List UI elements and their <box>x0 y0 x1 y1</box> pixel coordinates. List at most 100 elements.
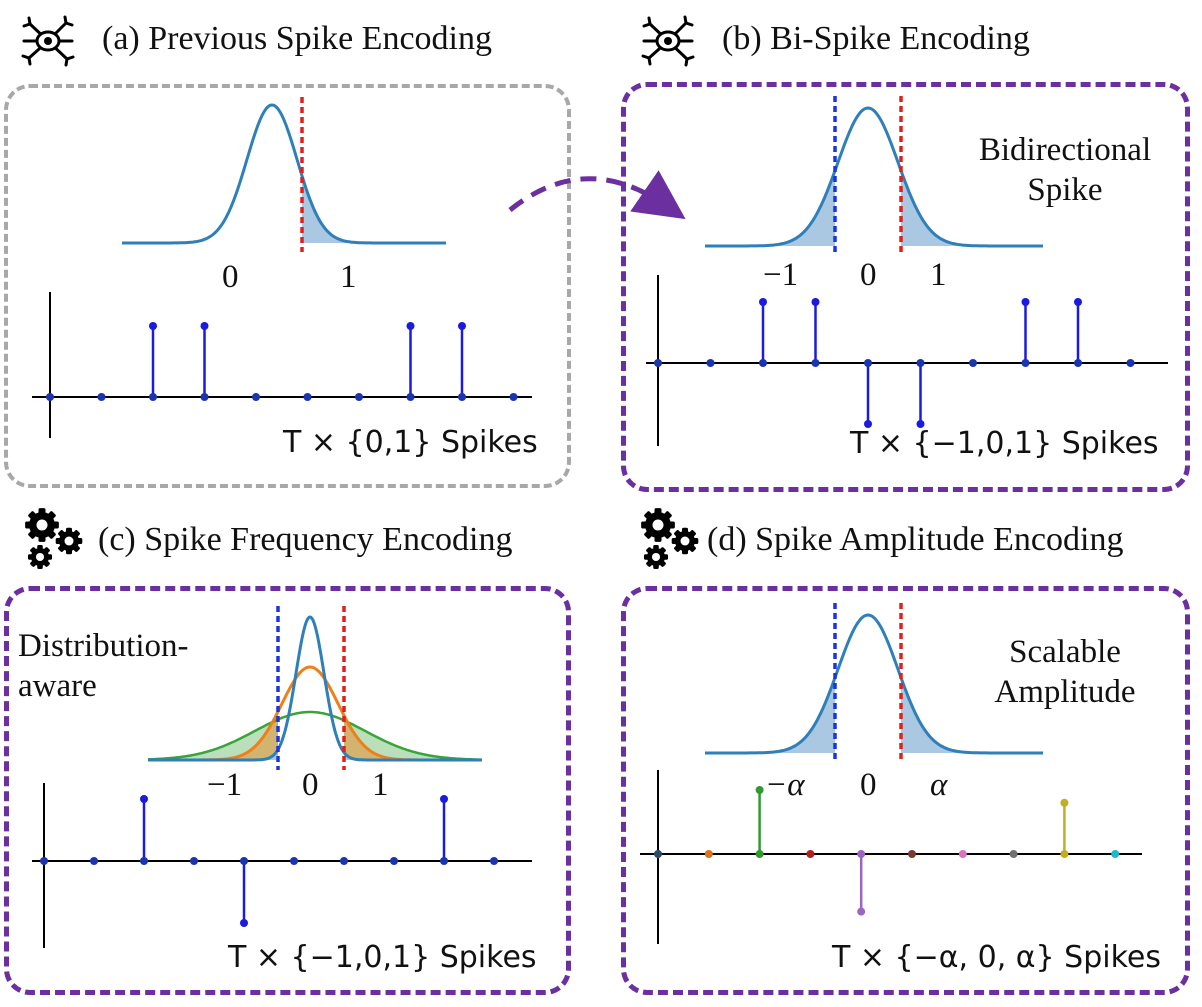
large-gear-icon <box>25 508 59 542</box>
panel-a-gaussian-curve <box>122 103 446 245</box>
panel-a-base-point <box>252 393 260 401</box>
panel-b-right-tail-fill <box>901 170 1043 246</box>
panel-b-frame <box>621 82 1190 492</box>
panel-c-base-point <box>90 857 98 865</box>
panel-b-base-point <box>759 359 767 367</box>
panel-d-frame <box>621 586 1190 995</box>
panel-d-left-tail-fill <box>705 677 835 753</box>
panel-d-base-point <box>755 850 764 858</box>
panel-c-tick-0: 0 <box>302 767 319 803</box>
panel-b-left-tail-fill <box>705 170 835 246</box>
panel-a-base-point <box>303 393 312 401</box>
panel-b-stem-head <box>811 298 820 306</box>
panel-d-stem-head <box>1060 798 1069 807</box>
panel-c-base-point <box>190 857 198 865</box>
panel-d-annotation: Scalable Amplitude <box>960 632 1170 712</box>
transition-arrow <box>508 170 686 220</box>
panel-c-orange-curve <box>148 665 482 762</box>
panel-b-base-point <box>706 359 715 367</box>
panel-c-base-point <box>40 857 48 865</box>
panel-a-base-point <box>509 393 518 401</box>
gears-icon <box>18 503 90 575</box>
panel-c-blue-curve <box>148 615 482 762</box>
panel-c-base-point <box>240 857 248 865</box>
panel-c-base-point <box>140 857 148 865</box>
panel-a-tail-fill <box>302 175 446 243</box>
panel-c-tick-pos: 1 <box>372 767 389 803</box>
panel-b-stem-head <box>1021 298 1030 306</box>
panel-a-tick-1: 1 <box>340 259 357 295</box>
panel-c-green-left-fill <box>148 719 278 760</box>
medium-gear-icon <box>55 527 83 555</box>
panel-b-base-point <box>654 359 662 367</box>
panel-c-green-right-fill <box>344 720 482 760</box>
panel-a-stem-head <box>149 322 157 330</box>
panel-d-tick-pos: α <box>930 767 948 803</box>
panel-c-spikes-label: T × {−1,0,1} Spikes <box>228 940 537 975</box>
annotation-line: Amplitude <box>994 674 1136 710</box>
panel-b-stem-head <box>916 420 925 428</box>
small-gear-icon <box>643 544 669 570</box>
panel-b-annotation: Bidirectional Spike <box>960 130 1170 210</box>
panel-d-base-point <box>654 850 662 858</box>
panel-d-gaussian-curve <box>705 613 1043 755</box>
panel-b-stem-head <box>1074 298 1082 306</box>
panel-c-tick-neg: −1 <box>207 767 243 803</box>
panel-d-title: (d) Spike Amplitude Encoding <box>707 521 1124 558</box>
panel-c-orange-left-fill <box>148 711 278 760</box>
panel-b-spikes-label: T × {−1,0,1} Spikes <box>850 426 1159 461</box>
panel-d-right-tail-fill <box>901 677 1043 753</box>
panel-d-base-point <box>704 850 713 858</box>
panel-b-base-point <box>969 359 977 367</box>
panel-d-base-point <box>1111 850 1120 858</box>
panel-a-base-point <box>97 393 106 401</box>
panel-b-base-point <box>1126 359 1135 367</box>
panel-a-spikes-label: T × {0,1} Spikes <box>283 425 538 460</box>
panel-a-base-point <box>46 393 54 401</box>
panel-a-stem-head <box>200 322 209 330</box>
panel-b-base-point <box>864 359 872 367</box>
panel-c-base-point <box>340 857 348 865</box>
panel-c-stem-head <box>140 795 148 803</box>
panel-a-base-point <box>406 393 415 401</box>
annotation-line: Scalable <box>1009 634 1121 670</box>
panel-b-base-point <box>1021 359 1030 367</box>
large-gear-icon <box>641 508 675 542</box>
panel-c-base-point <box>290 857 298 865</box>
panel-b-base-point <box>1074 359 1082 367</box>
panel-d-tick-neg: −α <box>765 767 805 803</box>
panel-b-tick-neg: −1 <box>763 257 799 293</box>
panel-d-base-point <box>1009 850 1018 858</box>
panel-c-base-point <box>440 857 448 865</box>
panel-d-stem-head <box>857 907 866 916</box>
gears-icon <box>634 503 706 575</box>
panel-c-stem-head <box>240 919 248 927</box>
panel-a-title: (a) Previous Spike Encoding <box>102 20 492 57</box>
panel-a-base-point <box>458 393 466 401</box>
panel-a-tick-0: 0 <box>222 259 239 295</box>
small-gear-icon <box>27 544 53 570</box>
panel-a-stem-head <box>458 322 466 330</box>
panel-d-base-point <box>857 850 866 858</box>
panel-b-stem-head <box>759 298 767 306</box>
panel-c-base-point <box>490 857 498 865</box>
panel-b-stem-head <box>864 420 872 428</box>
medium-gear-icon <box>671 527 699 555</box>
panel-a-base-point <box>149 393 157 401</box>
panel-c-title: (c) Spike Frequency Encoding <box>98 521 513 558</box>
panel-d-tick-0: 0 <box>860 767 877 803</box>
panel-b-base-point <box>811 359 820 367</box>
panel-d-base-point <box>1060 850 1069 858</box>
panel-d-base-point <box>958 850 967 858</box>
panel-c-orange-right-fill <box>344 715 482 760</box>
panel-c-frame <box>4 586 571 995</box>
panel-a-frame <box>4 84 571 488</box>
panel-d-spikes-label: T × {−α, 0, α} Spikes <box>832 940 1161 975</box>
panel-d-base-point <box>806 850 815 858</box>
panel-c-annotation: Distribution- aware <box>18 626 189 706</box>
panel-b-gaussian-curve <box>705 106 1043 248</box>
panel-b-base-point <box>916 359 925 367</box>
panel-d-base-point <box>908 850 916 858</box>
panel-a-base-point <box>200 393 209 401</box>
